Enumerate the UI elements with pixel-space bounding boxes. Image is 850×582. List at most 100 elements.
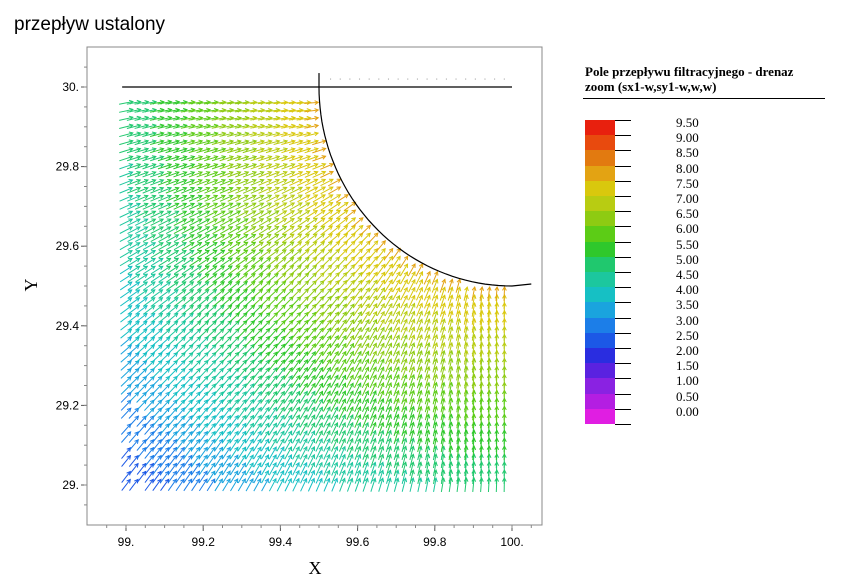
flow-arrow: [229, 446, 239, 460]
flow-arrow: [291, 382, 301, 396]
flow-arrow: [121, 454, 132, 467]
boundary-dot: [474, 78, 476, 80]
flow-arrow: [323, 469, 331, 484]
flow-arrow: [400, 310, 408, 325]
flow-arrow: [127, 289, 141, 299]
legend-swatch: [585, 241, 615, 258]
flow-arrow: [214, 454, 224, 468]
flow-arrow: [376, 310, 385, 325]
flow-arrow: [408, 310, 416, 325]
flow-arrow: [181, 281, 195, 291]
flow-arrow: [362, 429, 369, 444]
flow-arrow: [292, 461, 300, 476]
flow-arrow: [268, 469, 277, 484]
flow-arrow: [244, 359, 255, 372]
flow-arrow: [346, 429, 354, 444]
flow-arrow: [447, 310, 454, 325]
flow-arrow: [423, 286, 431, 301]
flow-arrow: [268, 454, 277, 468]
flow-arrow: [298, 264, 310, 276]
flow-arrow: [354, 390, 362, 404]
flow-arrow: [314, 374, 324, 388]
flow-arrow: [222, 478, 231, 492]
flow-arrow: [120, 360, 132, 371]
flow-arrow: [189, 257, 203, 267]
boundary-dot: [378, 78, 380, 80]
flow-arrow: [323, 437, 331, 452]
flow-arrow: [128, 439, 139, 451]
flow-arrow: [181, 273, 195, 283]
flow-arrow: [432, 349, 439, 365]
flow-arrow: [305, 264, 318, 276]
flow-arrow: [338, 374, 347, 388]
flow-arrow: [143, 273, 156, 283]
flow-arrow: [276, 430, 285, 444]
flow-arrow: [486, 397, 492, 413]
flow-arrow: [150, 273, 164, 283]
flow-arrow: [416, 318, 423, 333]
flow-arrow: [416, 350, 423, 365]
ticks-layer: 99. 99.2 99.4 99.6 99.8 100. 29. 29.2 29.4 29.6 29…: [56, 66, 532, 549]
flow-arrow: [440, 333, 446, 349]
flow-arrow: [416, 302, 423, 317]
flow-arrow: [354, 421, 362, 436]
flow-arrow: [229, 438, 239, 452]
flow-arrow: [354, 469, 362, 484]
flow-arrow: [299, 374, 308, 388]
flow-arrow: [320, 162, 335, 170]
flow-arrow: [307, 430, 316, 444]
flow-arrow: [432, 397, 438, 413]
legend-tick: [615, 363, 631, 365]
flow-arrow: [322, 335, 332, 348]
flow-arrow: [502, 285, 507, 301]
flow-arrow: [127, 257, 141, 267]
legend-swatch: [585, 302, 615, 319]
flow-arrow: [353, 358, 362, 373]
flow-arrow: [291, 374, 301, 388]
flow-arrow: [245, 438, 254, 452]
flow-arrow: [315, 430, 323, 444]
flow-arrow: [197, 257, 210, 267]
flow-arrow: [409, 437, 415, 453]
flow-arrow: [268, 430, 277, 444]
flow-arrow: [237, 430, 247, 444]
flow-arrow: [253, 446, 262, 460]
flow-arrow: [401, 413, 408, 429]
flow-arrow: [253, 462, 262, 476]
flow-arrow: [158, 289, 172, 299]
flow-arrow: [385, 389, 393, 405]
flow-arrow: [331, 437, 339, 452]
flow-arrow: [376, 302, 385, 317]
flow-arrow: [400, 286, 408, 301]
flow-arrow: [235, 257, 249, 267]
flow-arrow: [299, 430, 308, 444]
flow-arrow: [345, 311, 355, 324]
flow-arrow: [415, 278, 424, 293]
flow-arrow: [338, 421, 346, 436]
flow-arrow: [369, 382, 377, 397]
flow-arrow: [393, 445, 400, 461]
flow-arrow: [439, 278, 446, 293]
flow-arrow: [191, 478, 200, 492]
flow-arrow: [315, 445, 323, 460]
flow-arrow: [205, 383, 217, 396]
flow-arrow: [346, 406, 354, 420]
flow-arrow: [424, 397, 431, 413]
flow-arrow: [158, 281, 172, 291]
legend-tick: [615, 348, 631, 349]
flow-arrow: [220, 273, 233, 283]
flow-arrow: [143, 360, 156, 371]
flow-arrow: [166, 257, 180, 267]
flow-arrow: [337, 272, 348, 284]
flow-arrow: [338, 342, 347, 356]
flow-arrow: [346, 477, 354, 492]
flow-arrow: [151, 415, 163, 427]
flow-arrow: [284, 477, 292, 492]
flow-arrow: [251, 257, 264, 267]
flow-arrow: [151, 352, 163, 363]
flow-arrow: [362, 405, 369, 420]
legend-level-label: 7.50: [676, 175, 699, 191]
flow-arrow: [298, 311, 309, 324]
flow-arrow: [268, 477, 277, 492]
flow-arrow: [346, 366, 354, 380]
